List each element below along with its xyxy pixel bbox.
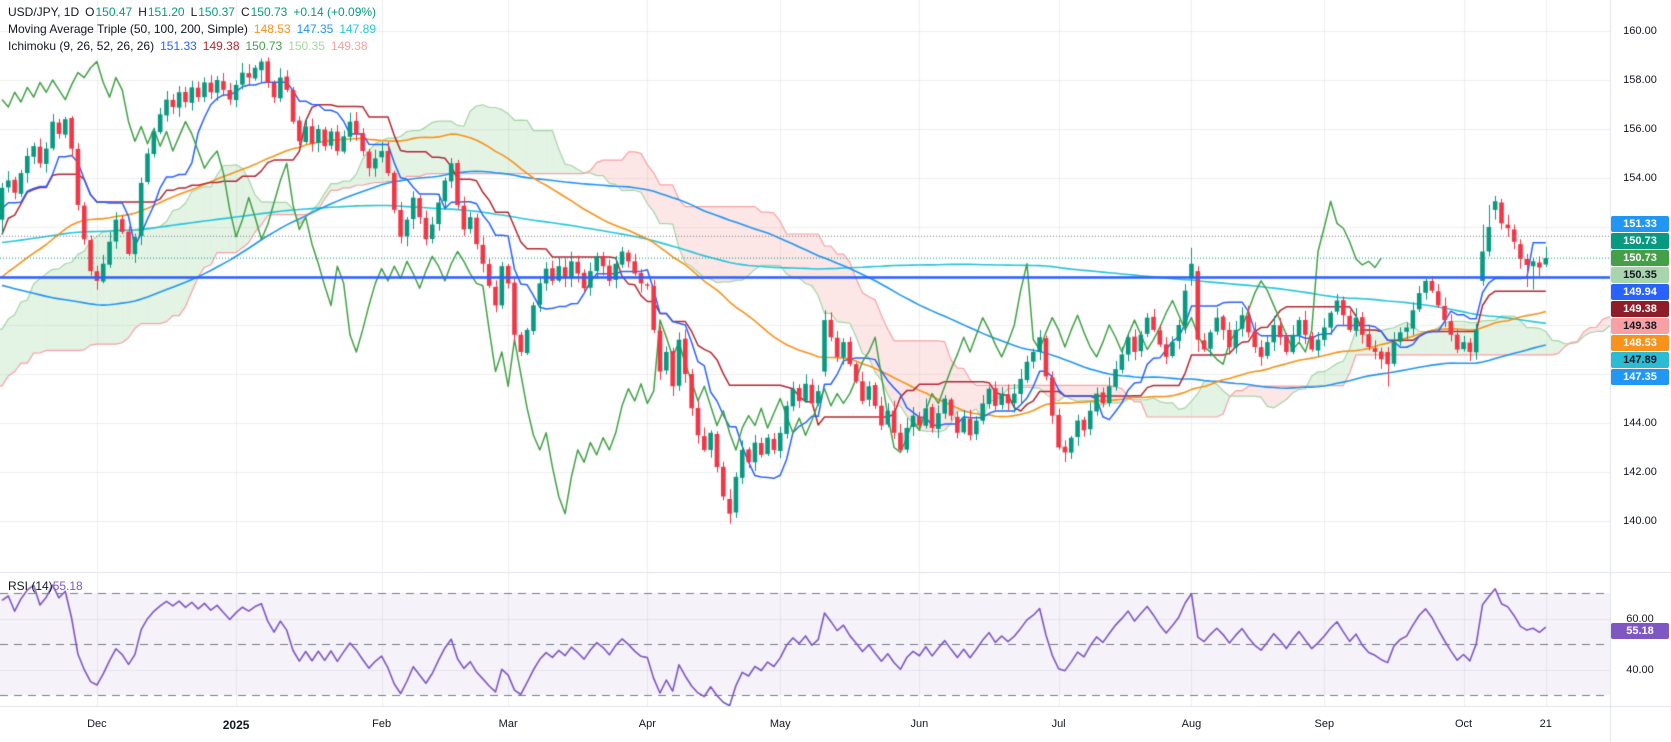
price-axis-label: 158.00 bbox=[1623, 74, 1657, 86]
price-axis-badge: 147.35 bbox=[1611, 369, 1669, 385]
price-axis-label: 156.00 bbox=[1623, 123, 1657, 135]
price-axis-badge: 150.73 bbox=[1611, 233, 1669, 249]
time-axis-label: Aug bbox=[1181, 718, 1202, 730]
price-axis-label: 160.00 bbox=[1623, 25, 1657, 37]
time-axis-label: Dec bbox=[87, 718, 107, 730]
price-axis-badge: 149.38 bbox=[1611, 301, 1669, 317]
time-axis-label: Sep bbox=[1314, 718, 1335, 730]
time-axis-label: Apr bbox=[638, 718, 656, 730]
price-axis-label: 144.00 bbox=[1623, 417, 1657, 429]
rsi-current-value: 55.18 bbox=[52, 579, 83, 593]
rsi-value: 55.18 bbox=[53, 579, 83, 593]
rsi-title: RSI (14) bbox=[8, 579, 53, 593]
price-axis-badge: 149.94 bbox=[1611, 284, 1669, 300]
rsi-axis-badge: 55.18 bbox=[1611, 622, 1669, 639]
rsi-axis-label: 40.00 bbox=[1626, 663, 1654, 676]
time-axis-label: Jun bbox=[910, 718, 929, 730]
price-axis-badge: 147.89 bbox=[1611, 352, 1669, 368]
price-axis-label: 140.00 bbox=[1623, 515, 1657, 527]
price-axis-badge: 150.73 bbox=[1611, 250, 1669, 266]
time-axis-label: Mar bbox=[498, 718, 518, 730]
time-axis-label: 2025 bbox=[222, 718, 250, 732]
price-axis-badge: 150.35 bbox=[1611, 267, 1669, 283]
time-axis[interactable] bbox=[0, 706, 1671, 742]
rsi-axis-label: 60.00 bbox=[1626, 612, 1654, 625]
price-axis-badge: 149.38 bbox=[1611, 318, 1669, 334]
rsi-legend-row[interactable]: RSI (14)55.18 bbox=[8, 578, 83, 594]
price-axis-badge: 151.33 bbox=[1611, 216, 1669, 232]
price-axis-label: 154.00 bbox=[1623, 172, 1657, 184]
price-axis-label: 142.00 bbox=[1623, 466, 1657, 478]
time-axis-label: Feb bbox=[372, 718, 392, 730]
time-axis-label: 21 bbox=[1539, 718, 1552, 730]
price-axis-badge: 148.53 bbox=[1611, 335, 1669, 351]
time-axis-label: May bbox=[769, 718, 791, 730]
time-axis-label: Jul bbox=[1051, 718, 1066, 730]
time-axis-label: Oct bbox=[1454, 718, 1473, 730]
